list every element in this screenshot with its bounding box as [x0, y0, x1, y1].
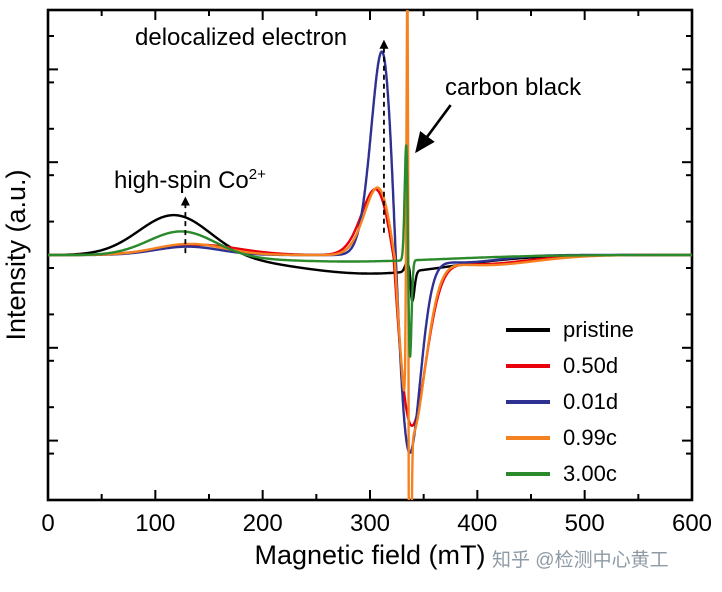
curve-pristine	[48, 213, 692, 303]
arrow-carbon-black	[415, 104, 452, 154]
legend-line-0.50d	[506, 364, 550, 368]
legend-label: pristine	[563, 317, 634, 342]
arrowhead-delocalized-electron	[379, 39, 389, 49]
watermark: 知乎 @检测中心黄工	[492, 550, 669, 571]
x-tick-label: 600	[672, 510, 712, 537]
annotation-delocalized-electron: delocalized electron	[135, 24, 348, 51]
legend-item-pristine: pristine	[506, 312, 634, 348]
legend-label: 0.50d	[563, 353, 619, 378]
x-tick-label: 300	[350, 510, 390, 537]
legend-item-0.50d: 0.50d	[506, 348, 634, 384]
annotation-high-spin-co-text: high-spin Co	[114, 167, 249, 194]
x-tick-label: 100	[135, 510, 175, 537]
x-tick-label: 0	[41, 510, 54, 537]
curve-0.99c	[48, 10, 692, 500]
legend-label: 0.01d	[563, 389, 619, 414]
annotation-carbon-black: carbon black	[445, 74, 582, 101]
legend-line-0.99c	[506, 436, 550, 440]
y-axis-label: Intensity (a.u.)	[1, 169, 31, 341]
legend-label: 0.99c	[563, 425, 617, 450]
legend-item-0.01d: 0.01d	[506, 384, 634, 420]
annotation-high-spin-co: high-spin Co2+	[114, 166, 266, 195]
legend-line-3.00c	[506, 472, 550, 476]
legend-item-0.99c: 0.99c	[506, 420, 634, 456]
x-axis-label: Magnetic field (mT)	[254, 540, 486, 570]
x-tick-label: 500	[565, 510, 605, 537]
legend-label: 3.00c	[563, 461, 617, 486]
legend-line-pristine	[506, 328, 550, 332]
arrowhead-high-spin-co	[180, 196, 190, 206]
legend-line-0.01d	[506, 400, 550, 404]
x-tick-label: 400	[457, 510, 497, 537]
legend-item-3.00c: 3.00c	[506, 456, 634, 492]
curve-3.00c	[48, 144, 692, 358]
annotation-high-spin-co-sup: 2+	[248, 166, 266, 183]
x-tick-label: 200	[243, 510, 283, 537]
legend: pristine 0.50d 0.01d 0.99c 3.00c	[506, 312, 634, 492]
